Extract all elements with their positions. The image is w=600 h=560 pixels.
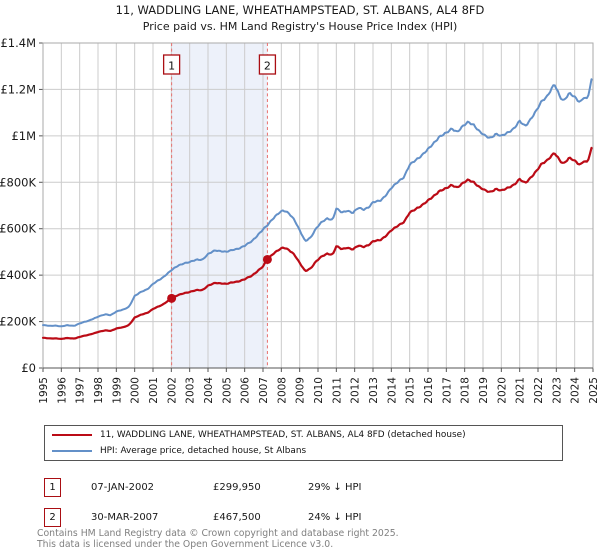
transaction-row-2: 2 30-MAR-2007 £467,500 24% ↓ HPI (44, 507, 361, 527)
svg-text:£200K: £200K (0, 315, 36, 329)
svg-text:1: 1 (168, 60, 175, 73)
svg-text:2014: 2014 (386, 377, 398, 404)
series-line (42, 78, 593, 328)
transaction-1-hpi-delta: 29% ↓ HPI (308, 481, 362, 493)
legend: 11, WADDLING LANE, WHEATHAMPSTEAD, ST. A… (44, 425, 563, 461)
transaction-1-badge: 1 (44, 477, 61, 497)
svg-text:2: 2 (264, 60, 271, 73)
svg-text:2019: 2019 (478, 377, 490, 404)
sale-number-box (162, 54, 181, 75)
transaction-1-date: 07-JAN-2002 (91, 481, 155, 493)
sale-point (262, 254, 272, 264)
legend-row-hpi: HPI: Average price, detached house, St A… (45, 445, 562, 458)
svg-text:1998: 1998 (93, 377, 105, 404)
footer-licence: Contains HM Land Registry data © Crown c… (37, 528, 399, 550)
svg-text:£0: £0 (21, 361, 36, 375)
svg-text:2017: 2017 (441, 377, 453, 404)
svg-text:£800K: £800K (0, 175, 36, 189)
svg-text:2016: 2016 (423, 377, 435, 404)
sale-number-box (258, 54, 277, 75)
svg-text:1996: 1996 (56, 377, 68, 404)
svg-text:£1.2M: £1.2M (0, 82, 36, 96)
svg-text:1995: 1995 (38, 377, 50, 404)
svg-text:2023: 2023 (551, 377, 563, 404)
property-line-sample (52, 434, 92, 436)
svg-text:1999: 1999 (111, 377, 123, 404)
svg-text:2005: 2005 (221, 377, 233, 404)
svg-text:2002: 2002 (166, 377, 178, 404)
svg-text:2006: 2006 (240, 377, 252, 404)
between-sales-shade (171, 43, 268, 368)
hpi-line-sample (52, 450, 92, 452)
svg-text:2007: 2007 (258, 377, 270, 404)
legend-label-hpi: HPI: Average price, detached house, St A… (100, 446, 307, 456)
svg-text:2010: 2010 (313, 377, 325, 404)
svg-text:£600K: £600K (0, 222, 36, 236)
svg-text:2009: 2009 (295, 377, 307, 404)
svg-text:2008: 2008 (276, 377, 288, 404)
svg-text:2025: 2025 (588, 377, 600, 404)
page-subtitle: Price paid vs. HM Land Registry's House … (142, 20, 458, 33)
sale-point (167, 293, 177, 303)
svg-text:2003: 2003 (185, 377, 197, 404)
svg-text:2004: 2004 (203, 377, 215, 404)
transaction-2-date: 30-MAR-2007 (91, 511, 159, 523)
svg-text:2022: 2022 (533, 377, 545, 404)
svg-text:2015: 2015 (405, 377, 417, 404)
price-chart: £0 £200K £400K £600K £800K £1M £1.2M £1.4M 1995 1… (0, 36, 600, 404)
svg-text:2020: 2020 (496, 377, 508, 404)
footer-line-2: This data is licensed under the Open Gov… (37, 538, 334, 550)
svg-text:2000: 2000 (130, 377, 142, 404)
svg-text:2012: 2012 (350, 377, 362, 404)
transaction-2-hpi-delta: 24% ↓ HPI (308, 511, 362, 523)
legend-label-property: 11, WADDLING LANE, WHEATHAMPSTEAD, ST. A… (100, 430, 466, 440)
transaction-1-price: £299,950 (213, 481, 261, 493)
legend-row-property: 11, WADDLING LANE, WHEATHAMPSTEAD, ST. A… (45, 429, 562, 442)
svg-text:2013: 2013 (368, 377, 380, 404)
transaction-2-badge: 2 (44, 507, 61, 527)
series-line (41, 146, 593, 340)
svg-text:2018: 2018 (460, 377, 472, 404)
svg-text:2011: 2011 (331, 377, 343, 404)
transaction-2-price: £467,500 (213, 511, 261, 523)
svg-text:£1M: £1M (11, 129, 36, 143)
page-title: 11, WADDLING LANE, WHEATHAMPSTEAD, ST. A… (115, 3, 485, 17)
svg-text:£1.4M: £1.4M (0, 36, 36, 50)
transaction-row-1: 1 07-JAN-2002 £299,950 29% ↓ HPI (44, 477, 361, 497)
svg-text:2021: 2021 (515, 377, 527, 404)
svg-text:2024: 2024 (570, 377, 582, 404)
svg-text:£400K: £400K (0, 268, 36, 282)
svg-text:1997: 1997 (75, 377, 87, 404)
footer-line-1: Contains HM Land Registry data © Crown c… (37, 528, 399, 539)
svg-text:2001: 2001 (148, 377, 160, 404)
